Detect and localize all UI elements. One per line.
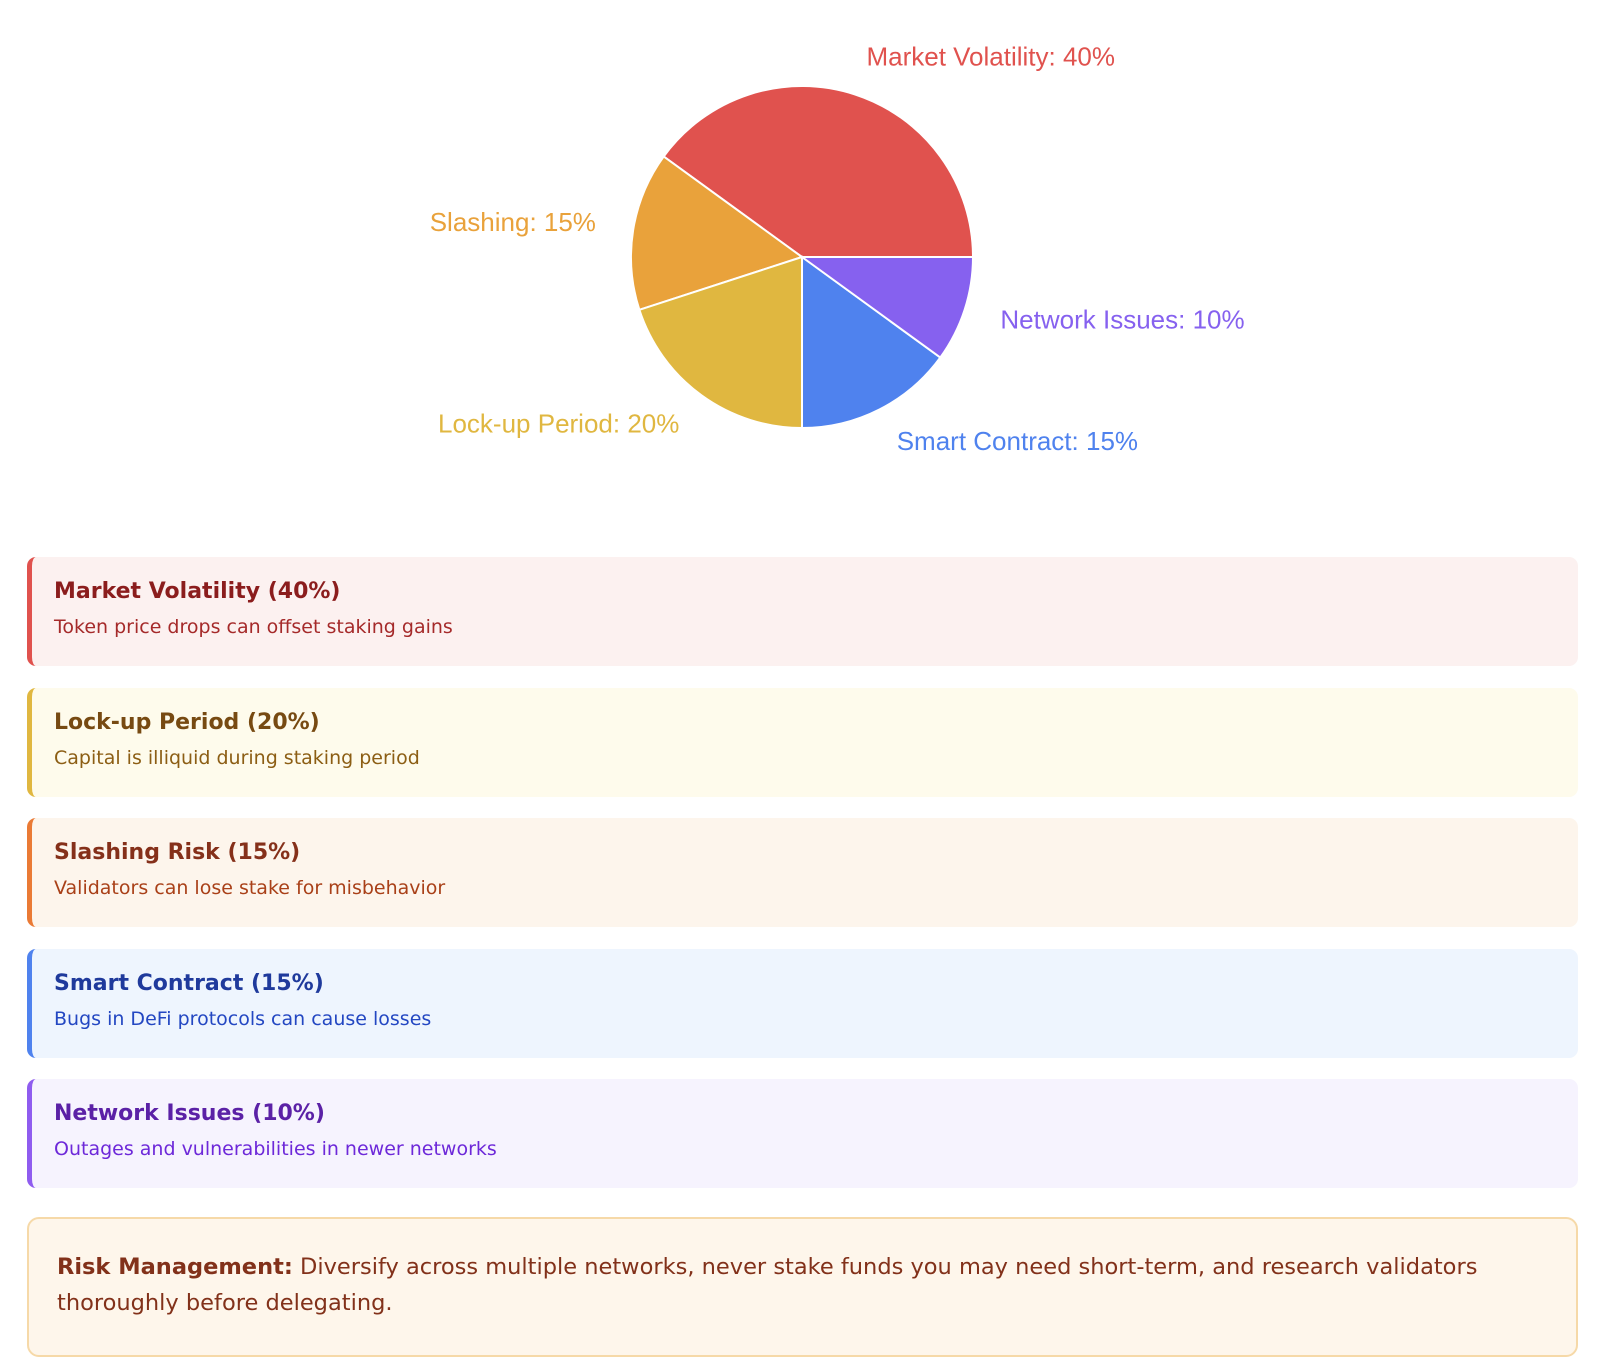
card-title: Market Volatility (40%) [54, 579, 341, 604]
pie-slice [798, 256, 975, 359]
pie-slice [662, 85, 975, 258]
card-description: Validators can lose stake for misbehavio… [54, 877, 446, 899]
pie-slice [638, 255, 803, 430]
note-label: Risk Management: [57, 1254, 293, 1280]
card-description: Token price drops can offset staking gai… [54, 616, 453, 638]
risk-note: Risk Management: Diversify across multip… [27, 1217, 1578, 1357]
slice-label: Network Issues: 10% [1000, 304, 1244, 334]
risk-card: Smart Contract (15%) Bugs in DeFi protoco… [27, 949, 1578, 1058]
card-description: Outages and vulnerabilities in newer net… [54, 1138, 497, 1160]
card-title: Slashing Risk (15%) [54, 840, 301, 865]
card-title: Lock-up Period (20%) [54, 710, 320, 735]
risk-card: Network Issues (10%) Outages and vulnerab… [27, 1079, 1578, 1188]
card-title: Network Issues (10%) [54, 1101, 325, 1126]
risk-card: Slashing Risk (15%) Validators can lose s… [27, 818, 1578, 927]
risk-card: Lock-up Period (20%) Capital is illiquid … [27, 688, 1578, 797]
pie-slice [801, 255, 942, 430]
risk-card: Market Volatility (40%) Token price drops… [27, 557, 1578, 666]
note-text: Diversify across multiple networks, neve… [57, 1254, 1478, 1316]
slice-label: Market Volatility: 40% [866, 41, 1115, 71]
slice-label: Slashing: 15% [430, 207, 596, 237]
card-title: Smart Contract (15%) [54, 971, 324, 996]
pie-slice [630, 155, 805, 312]
slice-label: Lock-up Period: 20% [438, 409, 679, 439]
slice-label: Smart Contract: 15% [897, 426, 1138, 456]
card-description: Bugs in DeFi protocols can cause losses [54, 1008, 432, 1030]
card-description: Capital is illiquid during staking perio… [54, 747, 420, 769]
pie-chart: Market Volatility: 40% Slashing: 15% Lock-… [430, 41, 1245, 456]
